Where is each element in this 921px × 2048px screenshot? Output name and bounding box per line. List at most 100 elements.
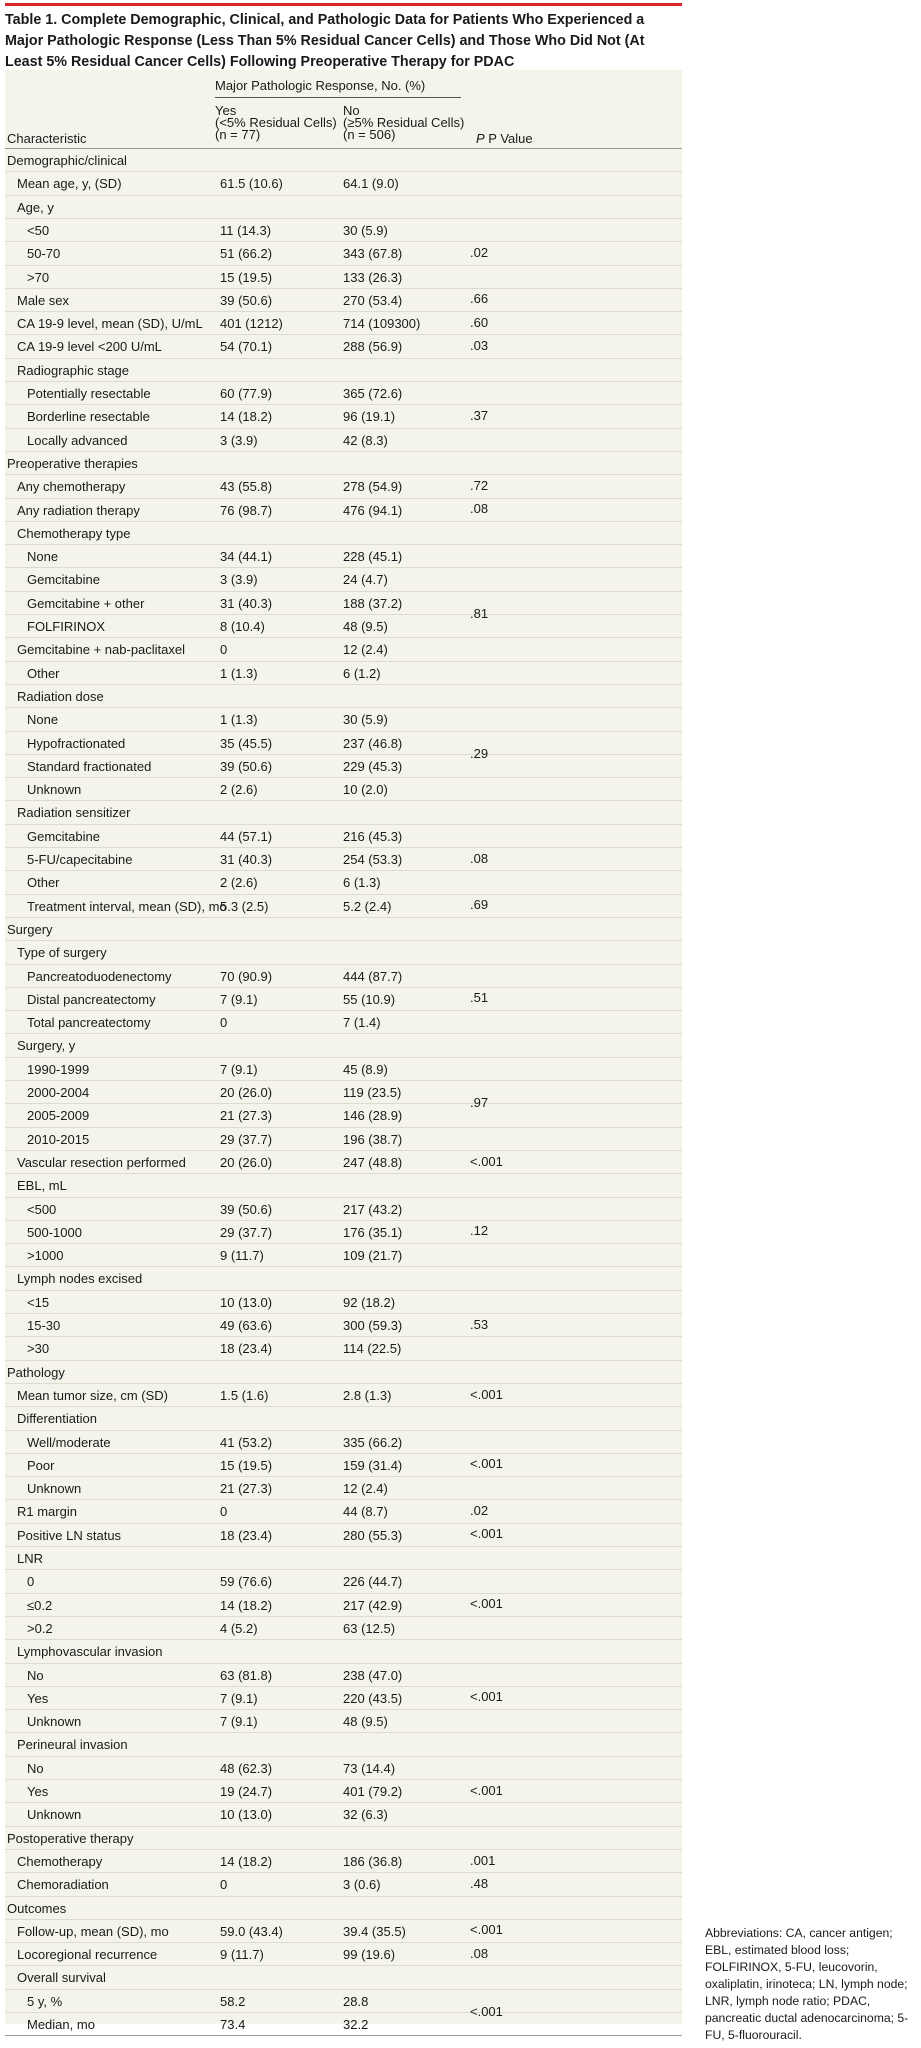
cell-yes: 35 (45.5) xyxy=(220,735,273,751)
table-row: >70 15 (19.5) 133 (26.3) xyxy=(5,264,682,288)
table-caption: Table 1. Complete Demographic, Clinical,… xyxy=(5,12,645,70)
cell-no: 238 (47.0) xyxy=(343,1667,403,1683)
cell-yes: 401 (1212) xyxy=(220,316,283,332)
cell-yes: 4 (5.2) xyxy=(220,1620,258,1636)
cell-yes: 34 (44.1) xyxy=(220,549,273,565)
table-row: Borderline resectable 14 (18.2) 96 (19.1) xyxy=(5,404,682,427)
cell-no: 45 (8.9) xyxy=(343,1061,388,1077)
row-label: Overall survival xyxy=(17,1970,106,1986)
row-label: Outcomes xyxy=(7,1900,67,1916)
p-value: <.001 xyxy=(470,1782,503,1798)
row-label: Surgery, y xyxy=(17,1038,76,1054)
p-value: .37 xyxy=(470,407,489,423)
row-label: Gemcitabine + other xyxy=(27,595,145,611)
row-label: Well/moderate xyxy=(27,1434,111,1450)
row-label: 2010-2015 xyxy=(27,1131,90,1147)
cell-no: 55 (10.9) xyxy=(343,991,396,1007)
cell-no: 300 (59.3) xyxy=(343,1318,403,1333)
row-label: Chemoradiation xyxy=(17,1877,109,1893)
row-label: 15-30 xyxy=(27,1318,61,1333)
cell-no: 5.2 (2.4) xyxy=(343,898,392,914)
cell-yes: 41 (53.2) xyxy=(220,1434,273,1450)
row-label: Unknown xyxy=(27,1481,82,1497)
cell-yes: 10 (13.0) xyxy=(220,1294,273,1310)
table-row: Unknown 10 (13.0) 32 (6.3) xyxy=(5,1802,682,1825)
row-label: Unknown xyxy=(27,1714,82,1730)
table-row: Mean age, y, (SD) 61.5 (10.6) 64.1 (9.0) xyxy=(5,171,682,194)
cell-no: 109 (21.7) xyxy=(343,1248,403,1264)
cell-no: 343 (67.8) xyxy=(343,246,403,262)
cell-yes: 49 (63.6) xyxy=(220,1318,273,1333)
table-row: Lymph nodes excised xyxy=(5,1266,682,1289)
header-yes-line2: (<5% Residual Cells) xyxy=(215,115,337,130)
cell-yes: 11 (14.3) xyxy=(220,222,272,238)
cell-no: 114 (22.5) xyxy=(343,1341,402,1357)
table-row: Follow-up, mean (SD), mo 59.0 (43.4) 39.4 … xyxy=(5,1918,682,1942)
table-row: Standard fractionated 39 (50.6) 229 (45.3) xyxy=(5,753,682,777)
row-label: Locoregional recurrence xyxy=(17,1947,158,1963)
cell-no: 92 (18.2) xyxy=(343,1294,396,1310)
cell-yes: 18 (23.4) xyxy=(220,1341,273,1357)
row-label: Surgery xyxy=(7,921,53,937)
row-label: Other xyxy=(27,665,60,681)
cell-no: 133 (26.3) xyxy=(343,269,403,285)
row-label: Lymph nodes excised xyxy=(17,1271,143,1287)
cell-yes: 2 (2.6) xyxy=(220,875,258,891)
cell-yes: 21 (27.3) xyxy=(220,1108,273,1124)
row-label: Total pancreatectomy xyxy=(27,1015,151,1031)
row-label: Locally advanced xyxy=(27,432,128,448)
p-value: .02 xyxy=(470,244,489,260)
table-row: Postoperative therapy xyxy=(5,1825,682,1849)
cell-yes: 59 (76.6) xyxy=(220,1574,273,1590)
table-row: Positive LN status 18 (23.4) 280 (55.3) xyxy=(5,1522,682,1546)
cell-yes: 39 (50.6) xyxy=(220,758,273,774)
cell-yes: 3 (3.9) xyxy=(220,432,258,448)
table-row: None 34 (44.1) 228 (45.1) xyxy=(5,544,682,567)
cell-no: 714 (109300) xyxy=(343,316,421,332)
row-label: Unknown xyxy=(27,1807,82,1823)
cell-no: 217 (42.9) xyxy=(343,1597,403,1613)
cell-yes: 70 (90.9) xyxy=(220,968,273,984)
table-row: Poor 15 (19.5) 159 (31.4) xyxy=(5,1452,682,1476)
table-row: Preoperative therapies xyxy=(5,450,682,474)
p-value: <.001 xyxy=(470,2004,503,2019)
cell-yes: 59.0 (43.4) xyxy=(220,1923,283,1939)
table-row: LNR xyxy=(5,1546,682,1569)
cell-no: 196 (38.7) xyxy=(343,1131,403,1147)
cell-no: 146 (28.9) xyxy=(343,1108,403,1124)
table-row: 5-FU/capecitabine 31 (40.3) 254 (53.3) xyxy=(5,847,682,870)
row-label: 0 xyxy=(27,1574,35,1590)
cell-no: 96 (19.1) xyxy=(343,409,396,425)
table-row: Radiographic stage xyxy=(5,357,682,381)
row-label: Radiographic stage xyxy=(17,362,130,378)
table-row: EBL, mL xyxy=(5,1173,682,1196)
row-label: CA 19-9 level <200 U/mL xyxy=(17,339,162,355)
p-value: .53 xyxy=(470,1316,489,1332)
cell-no: 216 (45.3) xyxy=(343,828,403,844)
row-label: Distal pancreatectomy xyxy=(27,991,156,1007)
row-label: None xyxy=(27,549,59,565)
cell-no: 335 (66.2) xyxy=(343,1434,403,1450)
cell-yes: 20 (26.0) xyxy=(220,1085,273,1100)
cell-no: 217 (43.2) xyxy=(343,1201,403,1217)
table-row: <50 11 (14.3) 30 (5.9) xyxy=(5,217,682,241)
cell-no: 7 (1.4) xyxy=(343,1015,381,1031)
table-row: Radiation sensitizer xyxy=(5,800,682,823)
cell-no: 401 (79.2) xyxy=(343,1784,403,1799)
p-value: .08 xyxy=(470,501,489,517)
cell-no: 10 (2.0) xyxy=(343,782,388,798)
row-label: Postoperative therapy xyxy=(7,1830,134,1846)
table-row: Type of surgery xyxy=(5,940,682,963)
cell-yes: 43 (55.8) xyxy=(220,479,273,495)
table-row: Median, mo 73.4 32.2 xyxy=(5,2012,682,2035)
cell-yes: 76 (98.7) xyxy=(220,502,273,518)
p-value: .66 xyxy=(470,291,489,307)
table-row: >1000 9 (11.7) 109 (21.7) xyxy=(5,1243,682,1266)
table-row: FOLFIRINOX 8 (10.4) 48 (9.5) xyxy=(5,614,682,637)
cell-yes: 21 (27.3) xyxy=(220,1481,273,1497)
p-value: .97 xyxy=(470,1095,489,1111)
row-label: Borderline resectable xyxy=(27,409,150,425)
cell-yes: 15 (19.5) xyxy=(220,269,273,285)
row-label: Positive LN status xyxy=(17,1527,122,1543)
